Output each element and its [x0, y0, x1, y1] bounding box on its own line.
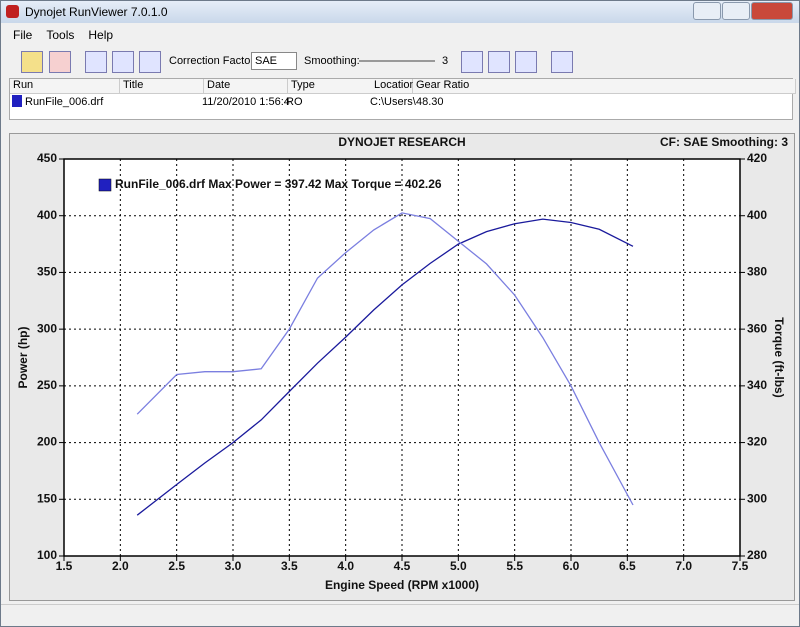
- x-tick-label: 4.5: [394, 559, 411, 573]
- chart-panel: DYNOJET RESEARCH CF: SAE Smoothing: 3 1.…: [9, 133, 795, 601]
- y-tick-label: 200: [37, 435, 57, 449]
- status-bar: [1, 604, 799, 625]
- x-tick-label: 5.0: [450, 559, 467, 573]
- x-tick-label: 7.5: [732, 559, 749, 573]
- menu-bar: File Tools Help: [1, 25, 113, 45]
- runs-table: Run Title Date Type Location Gear Ratio …: [9, 78, 796, 120]
- column-header[interactable]: Run: [10, 79, 120, 94]
- chart-title: DYNOJET RESEARCH: [338, 135, 465, 149]
- smoothing-slider[interactable]: [359, 60, 435, 62]
- y2-tick-label: 320: [747, 435, 767, 449]
- column-header[interactable]: Date: [204, 79, 288, 94]
- app-icon: [6, 5, 19, 18]
- correction-select[interactable]: SAE: [251, 52, 297, 70]
- x-axis-label: Engine Speed (RPM x1000): [325, 578, 479, 592]
- remove-button[interactable]: [49, 51, 71, 73]
- correction-value: SAE: [255, 55, 278, 67]
- x-tick-label: 5.5: [506, 559, 523, 573]
- chart-subtitle: CF: SAE Smoothing: 3: [660, 135, 788, 149]
- graph-button[interactable]: [85, 51, 107, 73]
- x-tick-label: 6.0: [563, 559, 580, 573]
- x-tick-label: 6.5: [619, 559, 636, 573]
- date-cell: 11/20/2010 1:56:4: [202, 96, 290, 108]
- run-cell[interactable]: RunFile_006.drf: [25, 96, 104, 108]
- tool-button[interactable]: [461, 51, 483, 73]
- y2-tick-label: 420: [747, 151, 767, 165]
- x-tick-label: 3.0: [225, 559, 242, 573]
- open-button[interactable]: [21, 51, 43, 73]
- close-button[interactable]: [751, 2, 793, 20]
- legend-swatch: [98, 178, 112, 192]
- menu-item[interactable]: Help: [88, 28, 114, 42]
- x-tick-label: 4.0: [337, 559, 354, 573]
- tool-button[interactable]: [551, 51, 573, 73]
- y2-tick-label: 400: [747, 208, 767, 222]
- smoothing-label: Smoothing:: [304, 55, 360, 67]
- chart: DYNOJET RESEARCH CF: SAE Smoothing: 3 1.…: [16, 135, 788, 592]
- maximize-button[interactable]: [722, 2, 750, 20]
- run-swatch: [12, 95, 22, 107]
- y2-tick-label: 360: [747, 321, 767, 335]
- x-tick-label: 1.5: [56, 559, 73, 573]
- y-tick-label: 450: [37, 151, 57, 165]
- window-title: Dynojet RunViewer 7.0.1.0: [25, 5, 168, 19]
- tool-button[interactable]: [488, 51, 510, 73]
- y-tick-label: 250: [37, 378, 57, 392]
- window-controls: [693, 2, 793, 20]
- smoothing-value: 3: [442, 55, 449, 67]
- column-header[interactable]: Gear Ratio: [413, 79, 796, 94]
- column-header[interactable]: Location: [371, 79, 416, 94]
- y2-axis-label: Torque (ft-lbs): [772, 317, 786, 397]
- series-line: [136, 212, 634, 506]
- x-tick-label: 3.5: [281, 559, 298, 573]
- x-tick-label: 2.0: [112, 559, 129, 573]
- gear-ratio-cell: 48.30: [416, 96, 444, 108]
- location-cell: C:\Users\: [370, 96, 416, 108]
- y2-tick-label: 380: [747, 265, 767, 279]
- y-tick-label: 100: [37, 548, 57, 562]
- tool-button[interactable]: [515, 51, 537, 73]
- y-tick-label: 400: [37, 208, 57, 222]
- column-header[interactable]: Title: [120, 79, 204, 94]
- x-tick-label: 7.0: [675, 559, 692, 573]
- graph-button[interactable]: [112, 51, 134, 73]
- type-cell: RO: [286, 96, 303, 108]
- y-tick-label: 350: [37, 265, 57, 279]
- title-bar: Dynojet RunViewer 7.0.1.0: [1, 1, 799, 23]
- y-tick-label: 300: [37, 321, 57, 335]
- y-axis-label: Power (hp): [16, 326, 30, 388]
- y-tick-label: 150: [37, 491, 57, 505]
- minimize-button[interactable]: [693, 2, 721, 20]
- plot-area: [63, 158, 741, 557]
- menu-item[interactable]: Tools: [46, 28, 75, 42]
- graph-button[interactable]: [139, 51, 161, 73]
- x-tick-label: 2.5: [168, 559, 185, 573]
- column-header[interactable]: Type: [288, 79, 372, 94]
- y2-tick-label: 300: [747, 491, 767, 505]
- y2-tick-label: 340: [747, 378, 767, 392]
- legend-text: RunFile_006.drf Max Power = 397.42 Max T…: [115, 177, 442, 191]
- toolbar: Correction Factor: SAE Smoothing: 3: [1, 47, 799, 77]
- correction-label: Correction Factor:: [169, 55, 258, 67]
- series-line: [136, 218, 634, 516]
- y2-tick-label: 280: [747, 548, 767, 562]
- menu-item[interactable]: File: [13, 28, 33, 42]
